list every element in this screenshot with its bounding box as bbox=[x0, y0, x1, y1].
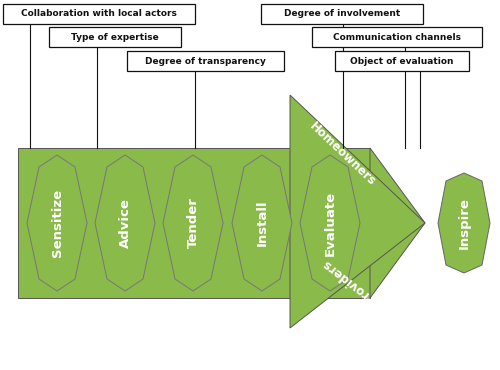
Polygon shape bbox=[300, 155, 360, 291]
Polygon shape bbox=[370, 148, 425, 298]
FancyBboxPatch shape bbox=[127, 51, 284, 71]
FancyBboxPatch shape bbox=[335, 51, 469, 71]
Text: Inspire: Inspire bbox=[458, 197, 470, 249]
Text: Collaboration with local actors: Collaboration with local actors bbox=[21, 10, 177, 18]
Text: Advice: Advice bbox=[118, 198, 132, 248]
Text: Evaluate: Evaluate bbox=[324, 191, 336, 256]
Polygon shape bbox=[290, 95, 425, 328]
FancyBboxPatch shape bbox=[261, 4, 423, 24]
Polygon shape bbox=[163, 155, 223, 291]
FancyBboxPatch shape bbox=[3, 4, 195, 24]
Polygon shape bbox=[438, 173, 490, 273]
Text: Type of expertise: Type of expertise bbox=[71, 33, 159, 41]
FancyBboxPatch shape bbox=[312, 27, 482, 47]
Text: Homeowners: Homeowners bbox=[307, 120, 378, 188]
Text: Sensitize: Sensitize bbox=[50, 189, 64, 257]
Text: Communication channels: Communication channels bbox=[333, 33, 461, 41]
Polygon shape bbox=[95, 155, 155, 291]
Text: Providers: Providers bbox=[318, 256, 376, 305]
Text: Tender: Tender bbox=[186, 198, 200, 248]
Text: Degree of transparency: Degree of transparency bbox=[145, 57, 266, 65]
Polygon shape bbox=[232, 155, 292, 291]
Polygon shape bbox=[18, 148, 370, 298]
Text: Degree of involvement: Degree of involvement bbox=[284, 10, 400, 18]
Text: Install: Install bbox=[256, 200, 268, 246]
Text: Object of evaluation: Object of evaluation bbox=[350, 57, 454, 65]
Polygon shape bbox=[27, 155, 87, 291]
FancyBboxPatch shape bbox=[49, 27, 181, 47]
